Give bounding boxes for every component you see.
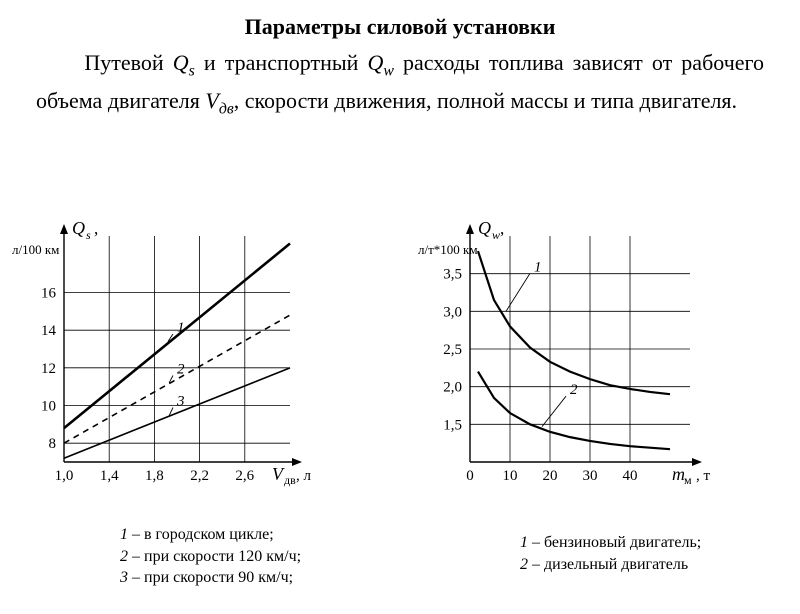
- legend-left-3: 3 – при скорости 90 км/ч;: [120, 567, 301, 589]
- svg-text:м: м: [684, 473, 692, 487]
- chart-qw: 0102030401,52,02,53,03,5Qw,л/т*100 кмmм,…: [400, 214, 770, 514]
- p-tail: , скорости движения, полной массы и типа…: [234, 88, 737, 113]
- p-sym3: V: [205, 88, 218, 113]
- p-sym1: Q: [173, 50, 189, 75]
- svg-text:,: ,: [94, 219, 98, 238]
- svg-text:, т: , т: [696, 468, 711, 484]
- svg-text:2,6: 2,6: [235, 468, 254, 484]
- svg-text:40: 40: [623, 468, 638, 484]
- svg-text:30: 30: [583, 468, 598, 484]
- legend-left: 1 – в городском цикле; 2 – при скорости …: [120, 524, 301, 589]
- svg-text:2,0: 2,0: [443, 380, 462, 396]
- legend-right: 1 – бензиновый двигатель; 2 – дизельный …: [520, 532, 701, 575]
- svg-text:,: ,: [500, 219, 504, 238]
- intro-paragraph: Путевой Qs и транспортный Qw расходы топ…: [36, 46, 764, 122]
- right-panel: 0102030401,52,02,53,03,5Qw,л/т*100 кмmм,…: [400, 214, 800, 614]
- charts-row: 1,01,41,82,22,6810121416Qs,л/100 кмVдв, …: [0, 214, 800, 614]
- svg-text:1,4: 1,4: [100, 468, 119, 484]
- svg-text:2: 2: [177, 361, 185, 377]
- page-title: Параметры силовой установки: [0, 14, 800, 40]
- svg-text:3,0: 3,0: [443, 304, 462, 320]
- svg-text:2: 2: [570, 382, 578, 398]
- chart-qs: 1,01,41,82,22,6810121416Qs,л/100 кмVдв, …: [0, 214, 370, 514]
- p-mid1: и транспортный: [195, 50, 368, 75]
- p-pre: Путевой: [84, 50, 172, 75]
- svg-text:1,8: 1,8: [145, 468, 164, 484]
- svg-text:3: 3: [176, 394, 185, 410]
- legend-right-1: 1 – бензиновый двигатель;: [520, 532, 701, 554]
- svg-text:3,5: 3,5: [443, 267, 462, 283]
- p-sub2: w: [383, 62, 394, 79]
- svg-text:s: s: [86, 228, 91, 242]
- svg-text:1,5: 1,5: [443, 417, 462, 433]
- svg-text:Q: Q: [478, 218, 491, 238]
- svg-text:л/т*100 км: л/т*100 км: [418, 242, 478, 257]
- svg-text:2,2: 2,2: [190, 468, 209, 484]
- svg-text:10: 10: [41, 399, 56, 415]
- legend-left-1: 1 – в городском цикле;: [120, 524, 301, 546]
- svg-text:Q: Q: [72, 218, 85, 238]
- svg-text:0: 0: [466, 468, 474, 484]
- svg-text:20: 20: [543, 468, 558, 484]
- svg-text:л/100 км: л/100 км: [12, 242, 59, 257]
- svg-text:1: 1: [177, 320, 185, 336]
- p-sub3: дв: [219, 100, 234, 117]
- svg-text:1: 1: [534, 259, 542, 275]
- svg-text:14: 14: [41, 323, 57, 339]
- svg-text:10: 10: [503, 468, 518, 484]
- left-panel: 1,01,41,82,22,6810121416Qs,л/100 кмVдв, …: [0, 214, 400, 614]
- legend-left-2: 2 – при скорости 120 км/ч;: [120, 546, 301, 568]
- svg-text:w: w: [492, 228, 500, 242]
- svg-text:дв: дв: [284, 473, 296, 487]
- svg-text:8: 8: [49, 436, 57, 452]
- legend-right-2: 2 – дизельный двигатель: [520, 554, 701, 576]
- svg-text:1,0: 1,0: [55, 468, 74, 484]
- svg-text:12: 12: [41, 361, 56, 377]
- p-sym2: Q: [368, 50, 384, 75]
- svg-text:, л: , л: [296, 468, 312, 484]
- svg-text:2,5: 2,5: [443, 342, 462, 358]
- svg-text:16: 16: [41, 286, 57, 302]
